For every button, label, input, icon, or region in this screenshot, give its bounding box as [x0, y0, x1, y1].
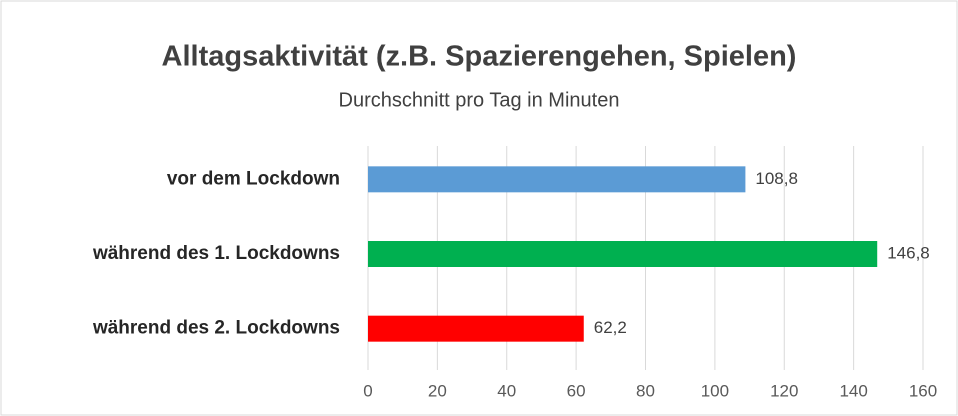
y-tick-label: während des 1. Lockdowns — [92, 243, 340, 264]
x-tick-label: 100 — [701, 381, 729, 400]
bar — [368, 166, 746, 193]
x-tick-label: 80 — [636, 381, 655, 400]
x-tick-label: 120 — [770, 381, 798, 400]
x-tick-label: 40 — [497, 381, 516, 400]
bar — [368, 315, 584, 342]
x-tick-label: 60 — [567, 381, 586, 400]
y-tick-label: vor dem Lockdown — [167, 168, 340, 189]
x-tick-label: 140 — [839, 381, 867, 400]
x-tick-label: 160 — [909, 381, 937, 400]
value-label: 146,8 — [887, 243, 930, 262]
bar — [368, 241, 878, 267]
value-label: 108,8 — [755, 169, 798, 188]
x-tick-label: 0 — [363, 381, 372, 400]
chart-subtitle: Durchschnitt pro Tag in Minuten — [339, 89, 620, 111]
x-tick-label: 20 — [428, 381, 447, 400]
chart-title: Alltagsaktivität (z.B. Spazierengehen, S… — [162, 41, 797, 73]
y-tick-label: während des 2. Lockdowns — [92, 318, 340, 339]
value-label: 62,2 — [594, 318, 627, 337]
